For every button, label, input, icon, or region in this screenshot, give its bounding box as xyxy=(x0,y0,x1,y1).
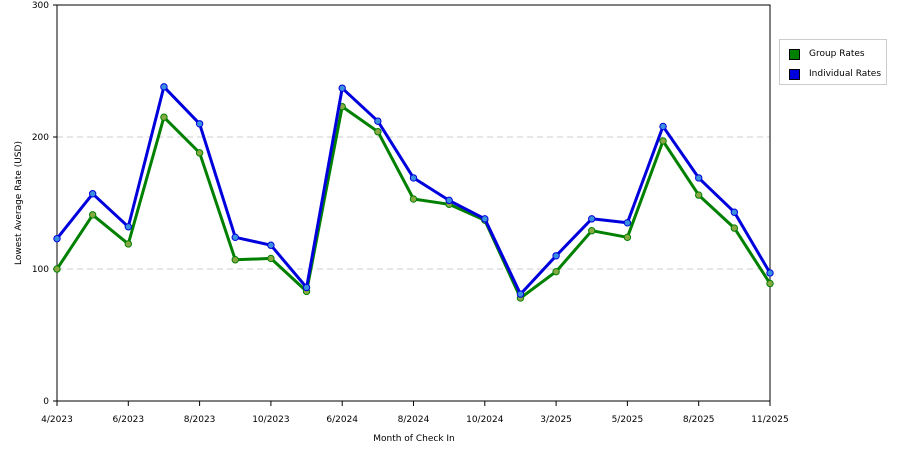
series-point-1 xyxy=(124,223,133,231)
series-point-1 xyxy=(588,215,596,223)
y-tick-label: 0 xyxy=(43,397,49,407)
series-point-1 xyxy=(267,241,275,249)
series-point-1 xyxy=(409,174,418,182)
series-point-0 xyxy=(374,128,382,136)
x-tick-label: 11/2025 xyxy=(751,415,788,425)
series-point-0 xyxy=(53,265,61,273)
series-point-1 xyxy=(374,117,382,125)
series-point-1 xyxy=(659,122,667,131)
series-point-1 xyxy=(338,84,346,92)
y-tick-label: 200 xyxy=(32,133,49,143)
x-tick-label: 8/2025 xyxy=(683,415,715,425)
series-point-0 xyxy=(409,195,418,203)
series-point-1 xyxy=(195,120,204,128)
legend: Group Rates Individual Rates xyxy=(779,39,887,85)
series-point-1 xyxy=(695,174,703,182)
series-point-1 xyxy=(160,83,168,91)
series-point-1 xyxy=(552,252,560,260)
plot-frame xyxy=(56,4,771,402)
x-tick-label: 10/2024 xyxy=(466,415,504,425)
x-tick-label: 6/2024 xyxy=(326,415,358,425)
series-point-1 xyxy=(481,215,489,223)
series-point-1 xyxy=(730,208,739,216)
y-tick-label: 100 xyxy=(32,265,49,275)
series-point-1 xyxy=(231,233,239,242)
legend-swatch-group-rates xyxy=(789,48,800,60)
series-point-0 xyxy=(88,211,97,219)
series-point-0 xyxy=(124,240,133,248)
legend-label-group-rates: Group Rates xyxy=(809,49,865,59)
x-tick-label: 10/2023 xyxy=(252,415,289,425)
series-point-0 xyxy=(231,256,239,264)
series-point-0 xyxy=(195,149,204,157)
series-point-0 xyxy=(623,233,632,242)
series-point-0 xyxy=(552,267,560,276)
x-tick-label: 8/2023 xyxy=(184,415,216,425)
series-point-0 xyxy=(267,254,275,263)
x-axis-title: Month of Check In xyxy=(373,434,455,444)
series-point-1 xyxy=(445,196,453,205)
legend-item-individual-rates: Individual Rates xyxy=(789,68,881,80)
legend-label-individual-rates: Individual Rates xyxy=(809,69,882,79)
x-tick-label: 3/2025 xyxy=(540,415,572,425)
axes: 0 100 200 300 4/2023 6/2023 8/2023 10/2023 6/202… xyxy=(32,1,789,425)
series-point-0 xyxy=(659,137,667,145)
x-tick-label: 5/2025 xyxy=(612,415,644,425)
series-point-1 xyxy=(766,269,774,277)
series-point-1 xyxy=(623,219,632,227)
series-point-0 xyxy=(730,224,739,232)
series xyxy=(53,83,774,302)
x-tick-label: 6/2023 xyxy=(112,415,144,425)
series-point-0 xyxy=(160,113,168,121)
gridlines xyxy=(57,136,770,270)
x-tick-label: 8/2024 xyxy=(398,415,430,425)
y-axis-title: Lowest Average Rate (USD) xyxy=(14,141,24,265)
series-point-1 xyxy=(88,190,97,198)
series-point-0 xyxy=(766,279,774,288)
legend-item-group-rates: Group Rates xyxy=(789,48,865,60)
y-tick-label: 300 xyxy=(32,1,49,11)
legend-swatch-individual-rates xyxy=(789,68,800,80)
series-point-0 xyxy=(588,227,596,235)
series-point-1 xyxy=(516,290,525,298)
series-point-0 xyxy=(695,191,703,199)
x-tick-label: 4/2023 xyxy=(41,415,73,425)
series-point-1 xyxy=(302,283,311,292)
series-point-1 xyxy=(53,234,61,243)
